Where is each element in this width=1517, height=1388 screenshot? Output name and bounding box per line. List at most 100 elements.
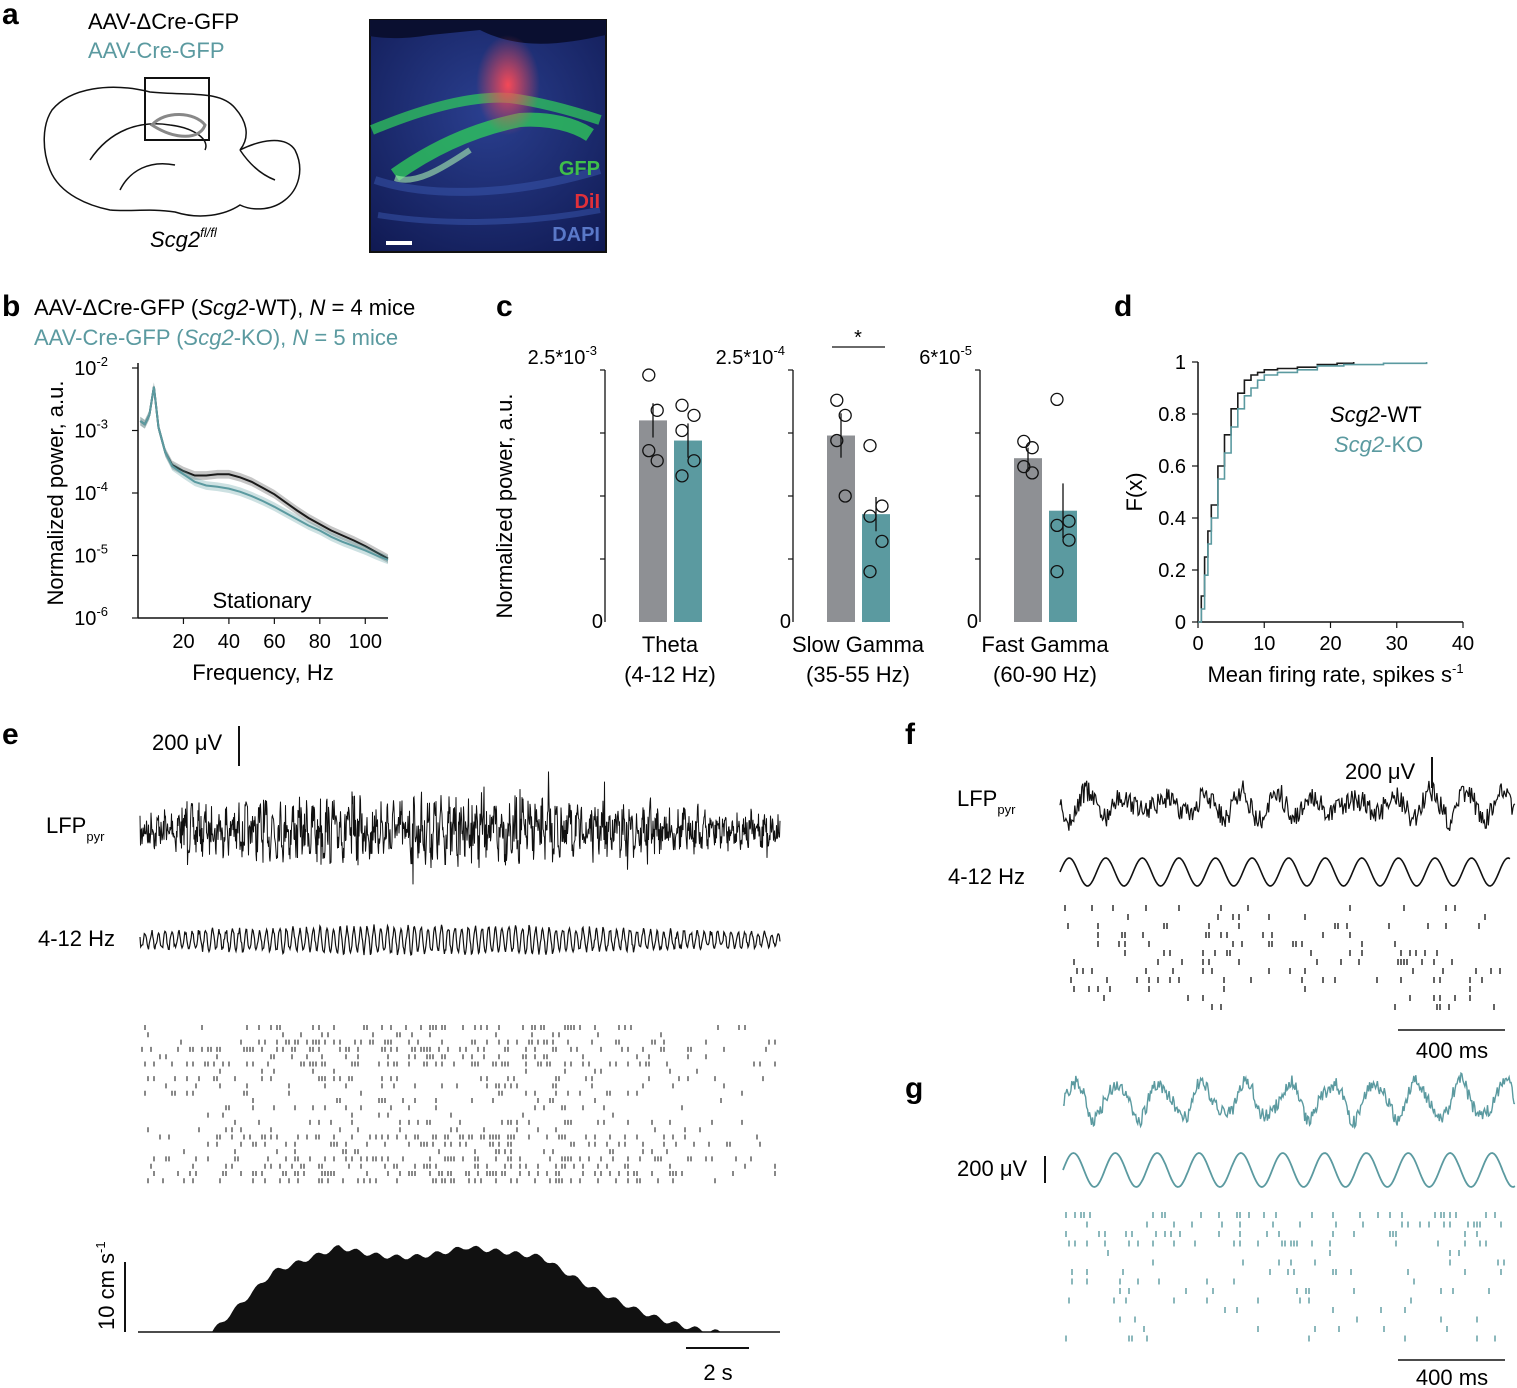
lfp-trace-e: [139, 771, 781, 885]
data-point-ko: [875, 534, 889, 549]
lfp-label-e: LFPpyr: [46, 813, 105, 844]
data-point-wt: [642, 443, 656, 458]
x-tick-label-d: 0: [1192, 633, 1203, 655]
theta-trace-f: [1059, 857, 1511, 887]
y-tick-label-d: 0.4: [1158, 508, 1186, 530]
y-max-label-c: 2.5*10-3: [528, 343, 597, 369]
bar-wt: [1014, 458, 1042, 622]
x-tick-label-d: 40: [1452, 633, 1474, 655]
spike-raster-e: [141, 1025, 776, 1184]
data-point-ko: [875, 499, 889, 513]
mouse-label: Scg2fl/fl: [150, 225, 218, 252]
theta-label-e: 4-12 Hz: [38, 926, 115, 951]
data-point-wt: [1017, 434, 1031, 449]
legend-ko-a: AAV-Cre-GFP: [88, 38, 225, 63]
y-tick-label-b: 10-3: [74, 417, 108, 443]
x-tick-label-d: 20: [1319, 633, 1341, 655]
stain-gfp: GFP: [559, 158, 600, 180]
bar-ko: [674, 440, 702, 622]
sem-band-ko: [140, 382, 388, 565]
y-zero-label-c: 0: [967, 611, 978, 633]
cdf-line-ko: [1198, 362, 1428, 623]
legend-ko-b: AAV-Cre-GFP (Scg2-KO), N = 5 mice: [34, 325, 398, 350]
data-point-wt: [650, 454, 664, 468]
y-tick-label-b: 10-5: [74, 542, 108, 568]
x-axis-label-b: Frequency, Hz: [192, 660, 333, 685]
data-point-ko: [675, 398, 689, 412]
lfp-trace-g: [1062, 1071, 1516, 1130]
x-tick-label-d: 30: [1386, 633, 1408, 655]
lfp-label-f: LFPpyr: [957, 786, 1016, 817]
time-scale-g: 400 ms: [1416, 1365, 1488, 1388]
panel-label-b: b: [2, 290, 20, 323]
spike-raster-f: [1064, 905, 1501, 1010]
panel-label-c: c: [496, 290, 513, 323]
x-tick-label-b: 60: [263, 631, 285, 653]
data-point-wt: [1025, 441, 1039, 455]
bar-wt: [827, 435, 855, 622]
legend-wt-b: AAV-ΔCre-GFP (Scg2-WT), N = 4 mice: [34, 295, 415, 320]
data-point-ko: [1050, 518, 1064, 533]
y-tick-label-b: 10-6: [74, 604, 108, 630]
x-axis-label-d: Mean firing rate, spikes s-1: [1207, 661, 1463, 687]
time-scale-f: 400 ms: [1416, 1038, 1488, 1063]
data-point-ko: [675, 423, 689, 438]
data-point-ko: [675, 469, 689, 483]
data-point-wt: [830, 393, 844, 407]
panel-label-e: e: [2, 718, 19, 751]
panel-label-a: a: [2, 0, 19, 31]
y-tick-label-b: 10-2: [74, 354, 108, 380]
data-point-wt: [1017, 459, 1031, 474]
data-point-ko: [687, 408, 701, 423]
running-speed-trace: [212, 1245, 720, 1332]
data-point-ko: [863, 509, 877, 523]
band-power-bar-chart: Normalized power, a.u. 2.5*10-3 0 Theta (4-1…: [492, 327, 1109, 687]
theta-label-f: 4-12 Hz: [948, 864, 1025, 889]
scale-uv-e: 200 μV: [152, 730, 222, 755]
y-max-label-c: 2.5*10-4: [716, 343, 785, 369]
x-tick-label-d: 10: [1253, 633, 1275, 655]
data-point-wt: [650, 403, 664, 417]
data-point-wt: [838, 489, 852, 503]
spike-raster-g: [1065, 1212, 1505, 1342]
panel-label-g: g: [905, 1072, 923, 1105]
x-tick-label-b: 100: [349, 631, 382, 653]
lfp-trace-f: [1059, 780, 1516, 832]
data-point-ko: [1050, 392, 1064, 407]
y-tick-label-d: 0.8: [1158, 404, 1186, 426]
time-scale-e: 2 s: [703, 1360, 732, 1385]
stain-dii: DiI: [574, 191, 600, 213]
mouse-sup: fl/fl: [200, 225, 218, 240]
y-max-label-c: 6*10-5: [919, 343, 972, 369]
y-tick-label-d: 0: [1175, 612, 1186, 634]
data-point-ko: [687, 454, 701, 468]
data-point-ko: [1050, 564, 1064, 579]
legend-wt-a: AAV-ΔCre-GFP: [88, 9, 239, 34]
y-zero-label-c: 0: [592, 611, 603, 633]
y-axis-label-c: Normalized power, a.u.: [492, 394, 517, 619]
group-label-c: Theta: [642, 632, 699, 657]
group-sublabel-c: (35-55 Hz): [806, 662, 910, 687]
legend-wt-d: Scg2-WT: [1330, 402, 1422, 427]
x-tick-label-b: 40: [218, 631, 240, 653]
data-point-ko: [1062, 514, 1076, 528]
y-tick-label-d: 0.2: [1158, 560, 1186, 582]
panel-label-d: d: [1114, 290, 1132, 323]
stain-dapi: DAPI: [552, 224, 600, 246]
data-point-ko: [863, 564, 877, 579]
panel-label-f: f: [905, 718, 916, 751]
data-point-wt: [830, 433, 844, 448]
data-point-wt: [838, 408, 852, 423]
theta-trace-g: [1062, 1152, 1516, 1188]
scale-uv-f: 200 μV: [1345, 759, 1415, 784]
y-tick-label-d: 1: [1175, 352, 1186, 374]
data-point-wt: [1025, 466, 1039, 480]
group-label-c: Slow Gamma: [792, 632, 925, 657]
scale-uv-g: 200 μV: [957, 1156, 1027, 1181]
group-sublabel-c: (4-12 Hz): [624, 662, 716, 687]
y-tick-label-d: 0.6: [1158, 456, 1186, 478]
x-tick-label-b: 80: [309, 631, 331, 653]
brain-schematic: [43, 77, 301, 217]
histology-image: GFP DiI DAPI: [369, 19, 607, 253]
legend-ko-d: Scg2-KO: [1334, 432, 1423, 457]
